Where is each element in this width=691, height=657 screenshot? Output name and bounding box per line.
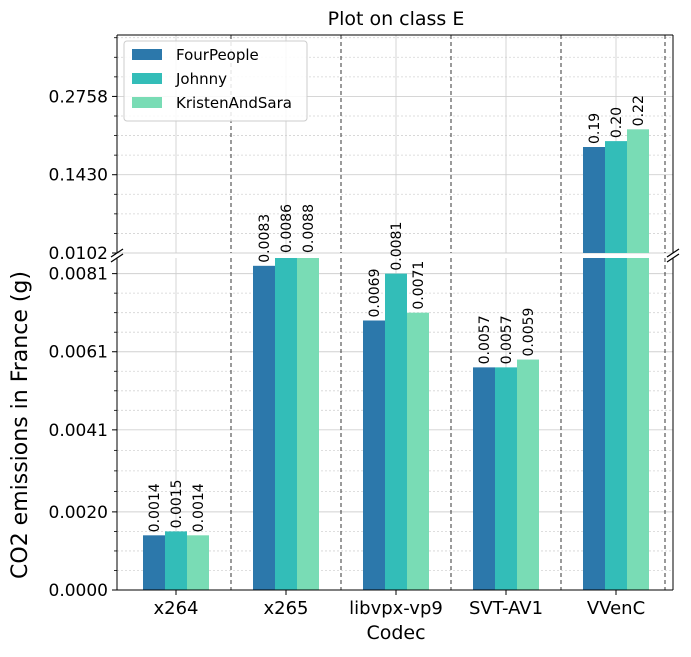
data-labels: 0.0014 0.0015 0.0014 0.0083 0.0086 0.0088 0.00… — [147, 95, 647, 532]
legend-box — [123, 40, 308, 122]
data-label: 0.0014 — [191, 483, 207, 532]
data-label: 0.19 — [587, 113, 603, 144]
data-label: 0.0088 — [301, 204, 317, 253]
x-axis-ticks: x264 x265 libvpx-vp9 SVT-AV1 VVenC — [153, 590, 645, 619]
data-label: 0.0081 — [389, 222, 405, 271]
legend: FourPeople Johnny KristenAndSara — [123, 40, 308, 122]
bar-libvpx-vp9-FourPeople-lower — [363, 320, 385, 590]
legend-swatch — [132, 97, 162, 108]
bar-VVenC-Johnny-upper — [605, 141, 627, 253]
axis-break-marks — [110, 248, 680, 263]
data-label: 0.22 — [631, 95, 647, 126]
lower-y-tick-label: 0.0000 — [49, 581, 108, 601]
bar-VVenC-FourPeople-upper — [583, 147, 605, 253]
axis-break-mark — [666, 248, 680, 258]
axis-break-mark — [110, 253, 124, 263]
x-axis-title: Codec — [366, 622, 425, 644]
lower-y-tick-label: 0.0041 — [49, 421, 108, 441]
data-label: 0.0057 — [499, 315, 515, 364]
data-label: 0.0057 — [477, 315, 493, 364]
bar-x264-KristenAndSara-lower — [187, 535, 209, 590]
lower-y-tick-label: 0.0081 — [49, 265, 108, 285]
legend-label: Johnny — [175, 70, 227, 88]
axis-spines — [116, 34, 674, 591]
bar-SVT-AV1-FourPeople-lower — [473, 367, 495, 590]
data-label: 0.0086 — [279, 204, 295, 253]
data-label: 0.0069 — [367, 268, 383, 317]
upper-bars — [583, 129, 649, 253]
x-tick-label: libvpx-vp9 — [349, 598, 443, 619]
upper-y-tick-label: 0.1430 — [49, 166, 108, 186]
legend-label: KristenAndSara — [176, 94, 292, 112]
data-label: 0.0059 — [521, 308, 537, 357]
bar-x264-Johnny-lower — [165, 531, 187, 590]
x-tick-label: SVT-AV1 — [469, 598, 543, 619]
lower-bars — [143, 258, 649, 590]
x-tick-label: x265 — [263, 598, 308, 619]
bar-libvpx-vp9-Johnny-lower — [385, 273, 407, 590]
data-label: 0.0015 — [169, 479, 185, 528]
legend-label: FourPeople — [176, 46, 259, 64]
bar-SVT-AV1-KristenAndSara-lower — [517, 359, 539, 590]
lower-y-tick-label: 0.0061 — [49, 343, 108, 363]
axis-break-mark — [110, 248, 124, 258]
data-label: 0.0071 — [411, 261, 427, 310]
chart-title: Plot on class E — [328, 8, 465, 30]
legend-swatch — [132, 49, 162, 60]
upper-y-tick-label: 0.0102 — [49, 244, 108, 264]
bar-x264-FourPeople-lower — [143, 535, 165, 590]
upper-y-tick-label: 0.2758 — [49, 87, 108, 107]
bar-VVenC-FourPeople-lower — [583, 258, 605, 590]
legend-swatch — [132, 73, 162, 84]
x-tick-label: x264 — [153, 598, 198, 619]
bar-SVT-AV1-Johnny-lower — [495, 367, 517, 590]
lower-y-tick-label: 0.0020 — [49, 503, 108, 523]
data-label: 0.0014 — [147, 483, 163, 532]
data-label: 0.0083 — [257, 214, 273, 263]
bar-x265-KristenAndSara-lower — [297, 258, 319, 590]
bar-x265-Johnny-lower — [275, 258, 297, 590]
bar-VVenC-KristenAndSara-lower — [627, 258, 649, 590]
bar-libvpx-vp9-KristenAndSara-lower — [407, 312, 429, 590]
bar-VVenC-KristenAndSara-upper — [627, 129, 649, 253]
bar-x265-FourPeople-lower — [253, 265, 275, 590]
axis-break-mark — [666, 253, 680, 263]
x-tick-label: VVenC — [587, 598, 645, 619]
y-axis-title: CO2 emissions in France (g) — [8, 271, 33, 579]
bar-VVenC-Johnny-lower — [605, 258, 627, 590]
data-label: 0.20 — [609, 107, 625, 138]
